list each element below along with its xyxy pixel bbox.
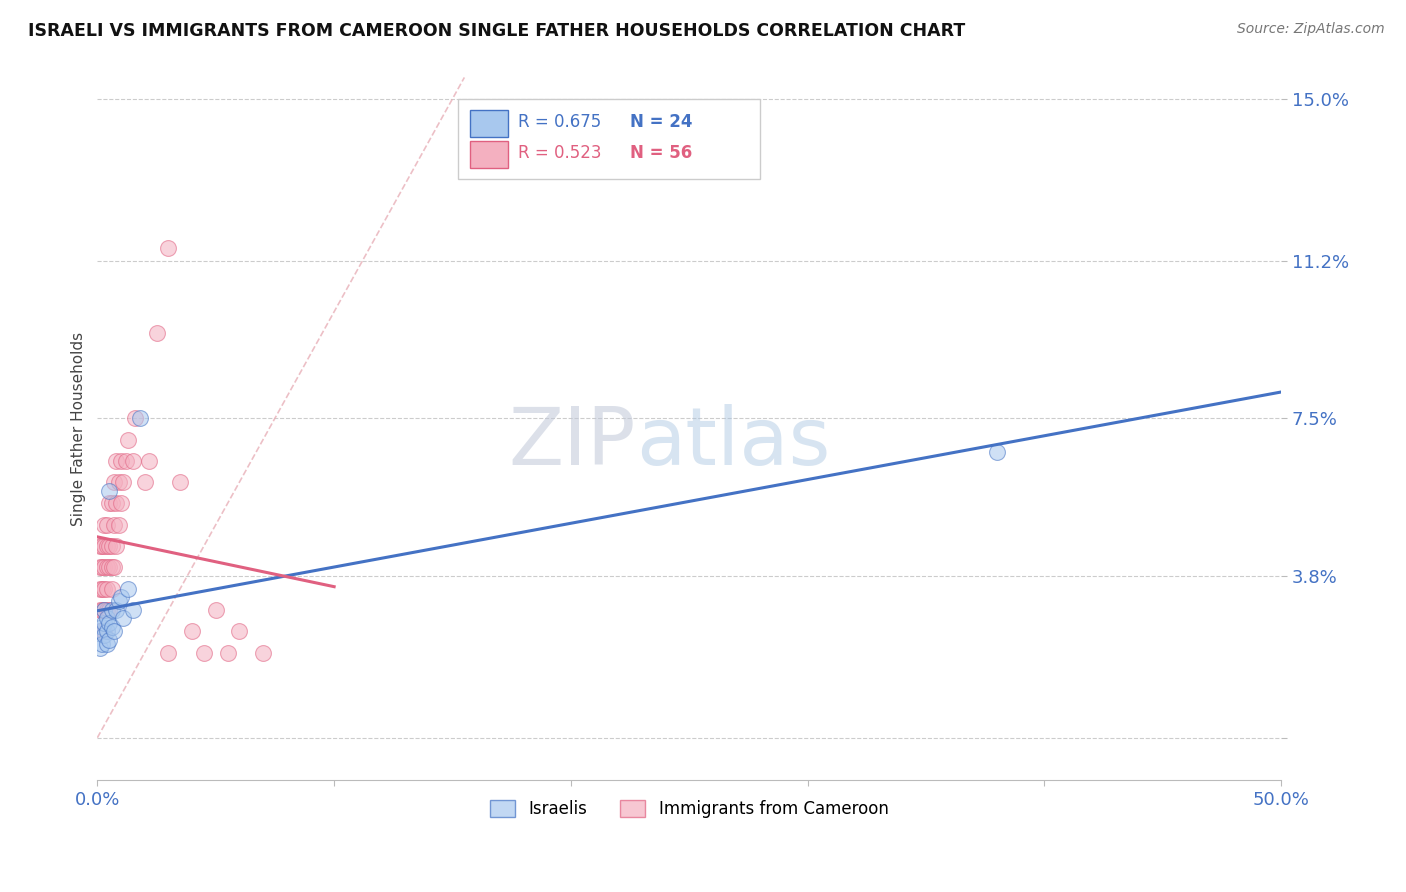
Point bbox=[98, 539, 121, 553]
Point bbox=[89, 603, 111, 617]
Point bbox=[103, 475, 125, 489]
Point bbox=[103, 624, 125, 639]
Point bbox=[100, 603, 122, 617]
Point bbox=[138, 454, 160, 468]
Point bbox=[134, 475, 156, 489]
FancyBboxPatch shape bbox=[470, 110, 508, 137]
Point bbox=[107, 475, 129, 489]
Point bbox=[91, 620, 114, 634]
Point bbox=[98, 615, 121, 630]
Text: R = 0.675: R = 0.675 bbox=[517, 112, 600, 131]
Point bbox=[228, 624, 250, 639]
Point bbox=[112, 475, 135, 489]
Point bbox=[96, 539, 118, 553]
Point bbox=[93, 628, 115, 642]
Point bbox=[105, 454, 128, 468]
Point bbox=[145, 326, 167, 340]
Point bbox=[110, 590, 132, 604]
Point bbox=[98, 496, 121, 510]
Y-axis label: Single Father Households: Single Father Households bbox=[72, 332, 86, 526]
Point bbox=[96, 611, 118, 625]
Point bbox=[117, 582, 139, 596]
Point bbox=[93, 539, 115, 553]
Point bbox=[193, 646, 215, 660]
Point bbox=[110, 454, 132, 468]
Point bbox=[252, 646, 274, 660]
Point bbox=[100, 560, 122, 574]
Text: ZIP: ZIP bbox=[509, 404, 636, 482]
Point bbox=[100, 496, 122, 510]
Point bbox=[89, 624, 111, 639]
Point bbox=[105, 603, 128, 617]
Point bbox=[96, 517, 118, 532]
Text: ISRAELI VS IMMIGRANTS FROM CAMEROON SINGLE FATHER HOUSEHOLDS CORRELATION CHART: ISRAELI VS IMMIGRANTS FROM CAMEROON SING… bbox=[28, 22, 966, 40]
Point bbox=[91, 539, 114, 553]
Point bbox=[89, 560, 111, 574]
Point bbox=[107, 517, 129, 532]
Point bbox=[157, 646, 180, 660]
Point bbox=[89, 641, 111, 656]
Point bbox=[91, 624, 114, 639]
FancyBboxPatch shape bbox=[458, 98, 761, 179]
Point bbox=[98, 603, 121, 617]
Point bbox=[98, 483, 121, 498]
Point bbox=[157, 241, 180, 255]
Text: N = 24: N = 24 bbox=[630, 112, 693, 131]
Point bbox=[107, 594, 129, 608]
Point bbox=[124, 411, 146, 425]
Point bbox=[91, 637, 114, 651]
Point bbox=[100, 620, 122, 634]
Point bbox=[100, 582, 122, 596]
Point bbox=[105, 496, 128, 510]
Point bbox=[93, 603, 115, 617]
Point bbox=[96, 624, 118, 639]
Point bbox=[89, 539, 111, 553]
Text: atlas: atlas bbox=[636, 404, 831, 482]
Point bbox=[169, 475, 191, 489]
Point bbox=[204, 603, 226, 617]
Point bbox=[93, 615, 115, 630]
Point bbox=[105, 539, 128, 553]
Text: R = 0.523: R = 0.523 bbox=[517, 144, 602, 161]
Point bbox=[96, 582, 118, 596]
Point bbox=[100, 539, 122, 553]
Point bbox=[96, 560, 118, 574]
Point bbox=[986, 445, 1008, 459]
Point bbox=[93, 624, 115, 639]
Point bbox=[91, 603, 114, 617]
Point bbox=[93, 582, 115, 596]
Point bbox=[110, 496, 132, 510]
Point bbox=[93, 603, 115, 617]
Point bbox=[91, 560, 114, 574]
Point bbox=[114, 454, 136, 468]
Point bbox=[217, 646, 239, 660]
Point bbox=[91, 582, 114, 596]
Point bbox=[117, 433, 139, 447]
Text: N = 56: N = 56 bbox=[630, 144, 692, 161]
Point bbox=[96, 603, 118, 617]
Point bbox=[93, 517, 115, 532]
Point bbox=[181, 624, 204, 639]
Point bbox=[103, 517, 125, 532]
Point bbox=[98, 560, 121, 574]
Legend: Israelis, Immigrants from Cameroon: Israelis, Immigrants from Cameroon bbox=[484, 793, 896, 825]
Point bbox=[112, 611, 135, 625]
Point bbox=[98, 632, 121, 647]
Point bbox=[89, 582, 111, 596]
Point bbox=[129, 411, 152, 425]
FancyBboxPatch shape bbox=[470, 141, 508, 168]
Point bbox=[89, 624, 111, 639]
Point bbox=[103, 560, 125, 574]
Point bbox=[93, 560, 115, 574]
Point bbox=[122, 603, 145, 617]
Text: Source: ZipAtlas.com: Source: ZipAtlas.com bbox=[1237, 22, 1385, 37]
Point bbox=[122, 454, 145, 468]
Point bbox=[96, 637, 118, 651]
